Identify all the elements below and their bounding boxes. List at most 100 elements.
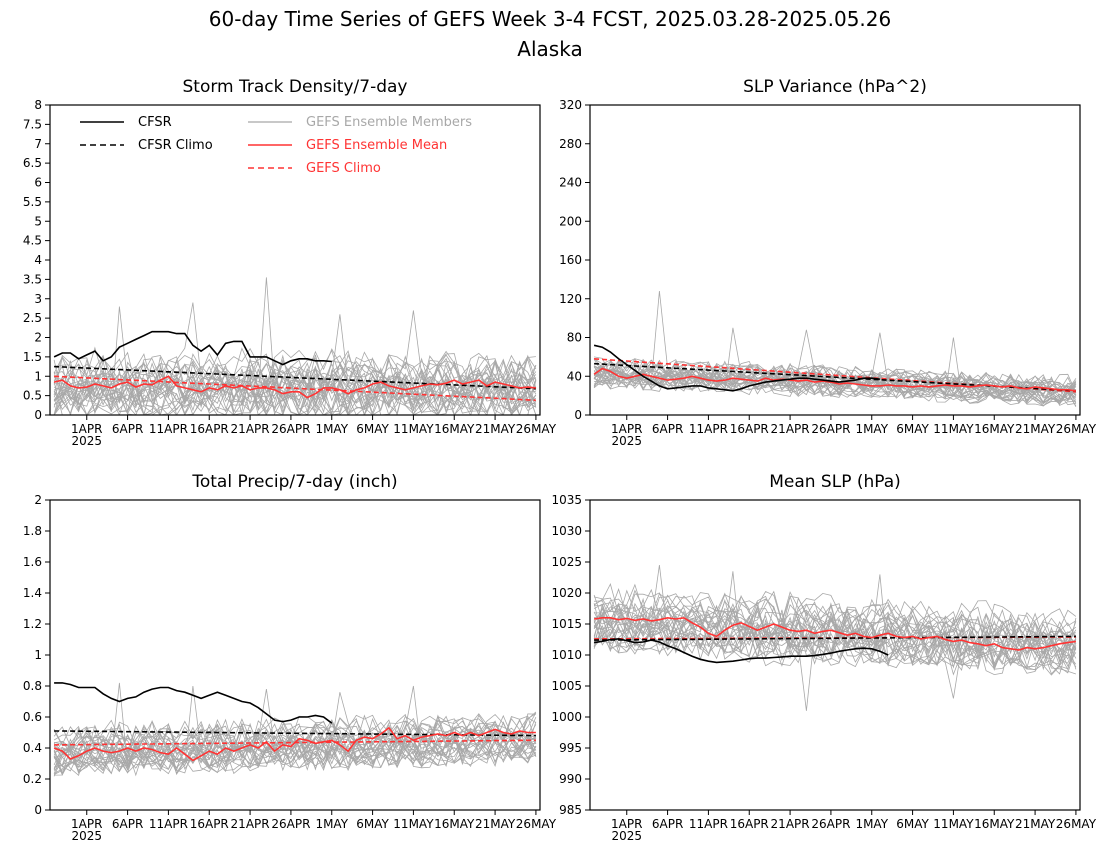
series-cfsr-climo <box>54 365 536 390</box>
ensemble-member-line <box>53 734 537 777</box>
plot-area <box>53 682 537 777</box>
ensemble-member-line <box>54 715 537 758</box>
x-tick-label: 16MAY <box>974 422 1015 436</box>
y-tick-label: 280 <box>559 137 582 151</box>
x-tick-label: 1APR <box>71 817 102 831</box>
y-tick-label: 2.5 <box>23 311 42 325</box>
y-tick-label: 6 <box>34 176 42 190</box>
x-tick-label: 26MAY <box>516 817 557 831</box>
y-tick-label: 320 <box>559 98 582 112</box>
x-tick-label: 21APR <box>771 817 810 831</box>
series-cfsr-climo <box>594 635 1076 641</box>
y-tick-label: 1000 <box>551 710 582 724</box>
legend-label-gefs-climo: GEFS Climo <box>306 161 381 176</box>
x-tick-label: 11APR <box>149 817 188 831</box>
legend: CFSR CFSR Climo GEFS Ensemble Members GE… <box>80 115 472 176</box>
x-tick-label: 1MAY <box>315 422 348 436</box>
x-tick-label: 1MAY <box>855 817 888 831</box>
plot-area <box>593 565 1077 711</box>
y-tick-label: 995 <box>559 741 582 755</box>
figure-subtitle: Alaska <box>517 37 582 61</box>
x-tick-label: 1APR <box>611 817 642 831</box>
y-tick-label: 1030 <box>551 524 582 538</box>
x-tick-label: 1MAY <box>855 422 888 436</box>
ensemble-member-line <box>54 734 536 776</box>
panel-mean-slp: Mean SLP (hPa) 985 990 995 1000 1005 1010 1015… <box>551 472 1096 843</box>
x-tick-label: 11MAY <box>393 817 434 831</box>
y-tick-label: 2 <box>34 331 42 345</box>
ensemble-member-line <box>53 359 537 402</box>
ensemble-member-line <box>593 369 1076 405</box>
y-tick-label: 0 <box>574 408 582 422</box>
x-tick-label: 16APR <box>190 817 229 831</box>
y-tick-label: 4.5 <box>23 234 42 248</box>
legend-label-cfsr: CFSR <box>138 115 172 130</box>
panel-storm-track-density: Storm Track Density/7-day 0 0.5 1 1.5 2 2.5 3 3… <box>23 77 557 448</box>
panel-total-precip: Total Precip/7-day (inch) 0 0.2 0.4 0.6 0.8 1… <box>23 472 557 843</box>
series-gefs-ensemble-mean <box>593 367 1076 392</box>
x-tick-label: 21MAY <box>475 422 516 436</box>
y-tick-label: 1 <box>34 648 42 662</box>
plot-frame <box>49 104 541 416</box>
x-tick-label: 26MAY <box>1056 817 1097 831</box>
ensemble-member-line <box>53 715 537 749</box>
y-tick-label: 7.5 <box>23 117 42 131</box>
y-tick-label: 0.2 <box>23 772 42 786</box>
x-tick-label: 11MAY <box>393 422 434 436</box>
ensemble-member-line <box>53 736 537 773</box>
x-tick-label: 16MAY <box>434 817 475 831</box>
y-tick-label: 0 <box>34 408 42 422</box>
legend-label-ens-mean: GEFS Ensemble Mean <box>306 138 447 153</box>
x-tick-label: 6MAY <box>356 817 389 831</box>
y-tick-label: 1035 <box>551 493 582 507</box>
ensemble-member-line <box>593 592 1077 642</box>
x-tick-label: 16APR <box>730 422 769 436</box>
series-gefs-ensemble-mean <box>53 375 536 399</box>
ensemble-member-line <box>593 618 1077 674</box>
legend-label-cfsr-climo: CFSR Climo <box>138 138 213 153</box>
x-tick-label: 16MAY <box>974 817 1015 831</box>
x-tick-label: 6APR <box>112 422 143 436</box>
y-tick-label: 7 <box>34 137 42 151</box>
plot-area <box>593 290 1077 407</box>
y-tick-label: 1005 <box>551 679 582 693</box>
ensemble-member-line <box>53 380 537 415</box>
y-tick-label: 1015 <box>551 617 582 631</box>
series-cfsr <box>53 330 332 366</box>
x-tick-label: 21MAY <box>1015 817 1056 831</box>
y-tick-label: 1025 <box>551 555 582 569</box>
x-tick-label: 26APR <box>811 422 850 436</box>
panel-slp-variance: SLP Variance (hPa^2) 0 40 80 120 160 200 240 28… <box>559 77 1097 448</box>
x-tick-label: 11MAY <box>933 422 974 436</box>
x-tick-label: 6APR <box>652 817 683 831</box>
x-tick-label: 26APR <box>271 817 310 831</box>
series-gefs-ensemble-mean <box>593 616 1077 651</box>
y-tick-label: 40 <box>567 369 582 383</box>
x-tick-label: 26APR <box>811 817 850 831</box>
y-tick-label: 3.5 <box>23 272 42 286</box>
x-tick-label: 6APR <box>112 817 143 831</box>
x-tick-label: 11MAY <box>933 817 974 831</box>
y-tick-label: 200 <box>559 214 582 228</box>
y-tick-label: 0.5 <box>23 389 42 403</box>
ensemble-member-line <box>53 736 537 776</box>
ensemble-member-line <box>593 603 1076 656</box>
ensemble-member-line <box>53 711 537 752</box>
y-tick-label: 120 <box>559 292 582 306</box>
ensemble-member-line <box>593 606 1077 662</box>
x-year-label: 2025 <box>71 829 102 843</box>
x-tick-label: 1APR <box>611 422 642 436</box>
series-cfsr <box>593 638 889 664</box>
ensemble-member-line <box>53 374 537 415</box>
x-tick-label: 26MAY <box>1056 422 1097 436</box>
ensemble-member-line <box>53 721 537 761</box>
y-tick-label: 0.8 <box>23 679 42 693</box>
x-year-label: 2025 <box>611 829 642 843</box>
y-tick-label: 1.6 <box>23 555 42 569</box>
y-tick-label: 1020 <box>551 586 582 600</box>
x-tick-label: 6MAY <box>896 422 929 436</box>
y-tick-label: 985 <box>559 803 582 817</box>
series-cfsr <box>54 682 333 724</box>
x-tick-label: 21APR <box>771 422 810 436</box>
